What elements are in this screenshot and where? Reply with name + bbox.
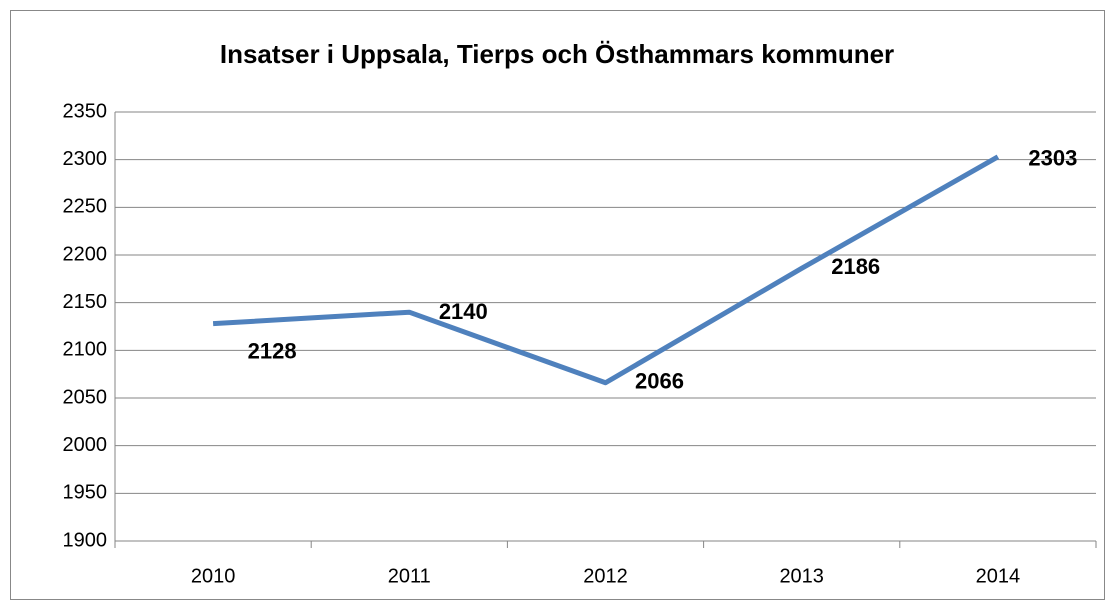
y-tick-label: 2350	[63, 100, 108, 122]
data-label: 2128	[248, 338, 297, 363]
y-tick-label: 2150	[63, 291, 108, 313]
y-tick-label: 2300	[63, 148, 108, 170]
chart-frame	[10, 10, 1105, 600]
y-tick-label: 2250	[63, 196, 108, 218]
data-label: 2066	[635, 369, 684, 394]
x-tick-label: 2011	[388, 565, 431, 587]
y-tick-label: 2000	[63, 434, 108, 456]
y-tick-label: 1900	[63, 529, 108, 551]
data-label: 2140	[439, 299, 488, 324]
chart-title: Insatser i Uppsala, Tierps och Östhammar…	[220, 39, 894, 69]
x-tick-label: 2012	[583, 565, 628, 587]
data-label: 2303	[1028, 146, 1077, 171]
x-tick-label: 2014	[976, 565, 1021, 587]
line-series	[212, 154, 1000, 386]
y-tick-label: 1950	[63, 482, 108, 504]
y-tick-label: 2200	[63, 243, 108, 265]
y-tick-label: 2050	[63, 386, 108, 408]
data-label: 2186	[831, 254, 880, 279]
y-tick-label: 2100	[63, 339, 108, 361]
x-tick-label: 2013	[779, 565, 824, 587]
x-tick-label: 2010	[191, 565, 236, 587]
